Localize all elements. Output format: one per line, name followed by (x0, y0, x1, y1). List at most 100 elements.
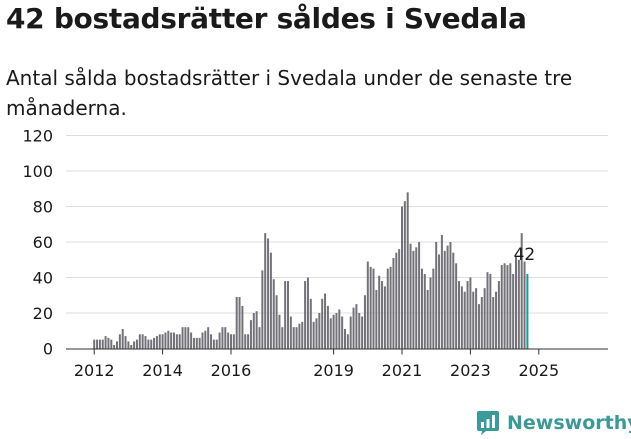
bar (497, 281, 500, 349)
bar (158, 334, 161, 349)
bar (150, 339, 153, 349)
bar (124, 336, 127, 349)
bar (432, 268, 435, 349)
bar (269, 252, 272, 349)
bar (321, 298, 324, 349)
bar (395, 252, 398, 349)
bar (329, 318, 332, 349)
bar (258, 327, 261, 349)
x-tick-label: 2019 (313, 361, 354, 380)
bar (301, 321, 304, 349)
bar (446, 245, 449, 349)
bar (232, 334, 235, 349)
bar (287, 281, 289, 349)
bar (155, 336, 158, 349)
bar (261, 270, 264, 349)
bar (252, 313, 255, 349)
bar (153, 337, 156, 349)
bar (455, 263, 458, 349)
bar (389, 266, 392, 349)
bar (247, 334, 250, 349)
bar (332, 314, 335, 349)
bar (492, 297, 495, 349)
newsworthy-logo: Newsworthy (476, 408, 631, 438)
x-tick-label: 2025 (518, 361, 559, 380)
bar (341, 316, 344, 349)
bar (423, 273, 426, 349)
y-tick-label: 40 (33, 269, 53, 288)
bar (215, 339, 218, 349)
bar (512, 273, 515, 349)
bar (509, 263, 512, 349)
bar (230, 334, 232, 349)
bar (284, 281, 287, 349)
bar (275, 295, 278, 349)
bar (104, 336, 107, 349)
bar (135, 339, 138, 349)
bar (338, 309, 341, 349)
y-tick-label: 60 (33, 233, 53, 252)
x-tick-label: 2012 (74, 361, 115, 380)
bar (426, 289, 429, 349)
bar (392, 257, 395, 349)
bar (170, 332, 173, 349)
bar (406, 192, 409, 349)
bar (227, 332, 230, 349)
bar (386, 268, 389, 349)
bar (98, 339, 101, 349)
bar (113, 344, 116, 349)
bar (309, 298, 312, 349)
bar (515, 256, 517, 349)
bar (383, 286, 386, 349)
bar (312, 321, 315, 349)
bar (344, 328, 346, 349)
y-tick-label: 20 (33, 304, 53, 323)
bar (175, 334, 178, 349)
bar (192, 337, 195, 349)
bar (349, 316, 352, 349)
bar (130, 344, 133, 349)
bar (204, 330, 207, 349)
bar (221, 327, 224, 349)
bar (195, 337, 198, 349)
y-axis-tick-labels: 0 20 40 60 80 100 120 (22, 127, 53, 359)
bar (403, 201, 406, 349)
x-tick-label: 2016 (211, 361, 252, 380)
bar (452, 252, 455, 349)
bar (438, 254, 441, 349)
bar (378, 275, 381, 349)
bar (483, 288, 486, 349)
x-axis-tick-labels: 2012 2014 2016 2019 2021 2023 2025 (74, 361, 559, 380)
bar (93, 339, 96, 349)
bar (475, 288, 478, 349)
bar (355, 304, 358, 349)
bar (224, 327, 227, 349)
bar (352, 307, 355, 349)
bar (278, 314, 281, 349)
bar (210, 334, 213, 349)
bar (318, 313, 321, 349)
bar (346, 334, 349, 349)
bar (369, 266, 372, 349)
bar (372, 268, 375, 349)
bar (289, 316, 292, 349)
bar (110, 339, 113, 349)
bar (420, 268, 423, 349)
bar (326, 305, 329, 349)
bar (147, 339, 150, 349)
bar (398, 249, 401, 349)
bar (324, 293, 327, 349)
bar (458, 281, 460, 349)
bar (141, 334, 144, 349)
bar (503, 263, 506, 349)
bar (244, 334, 247, 349)
y-tick-label: 120 (22, 127, 53, 146)
bar (178, 334, 181, 349)
bar (469, 277, 472, 349)
bar (463, 291, 466, 349)
bar (249, 320, 252, 349)
bar (173, 332, 175, 349)
bar (187, 327, 190, 349)
bar (107, 337, 110, 349)
bar (449, 242, 452, 349)
